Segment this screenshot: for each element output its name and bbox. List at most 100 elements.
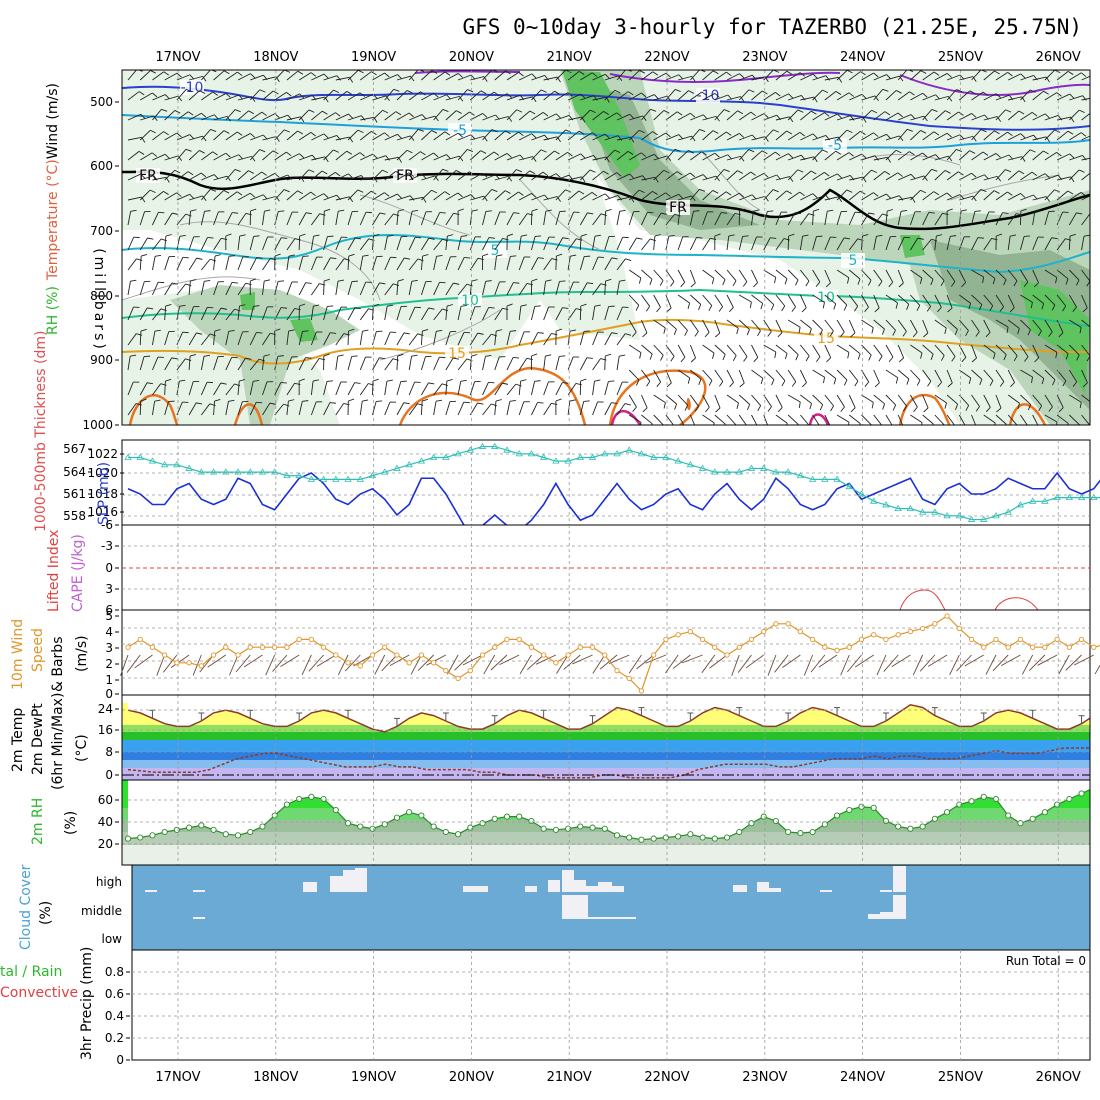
wind-barb-flag — [569, 329, 577, 332]
wind-barb-flag — [323, 73, 329, 79]
wind-barb-flag — [994, 130, 1000, 135]
wind-barb — [885, 369, 898, 379]
date-label-top: 17NOV — [155, 50, 200, 65]
wind-barb-flag — [649, 353, 653, 360]
wind-barb — [347, 211, 353, 226]
wind-10m-barbs — [120, 654, 1100, 676]
wind-barb — [836, 369, 848, 381]
wind-barb-flag — [1055, 277, 1058, 284]
rh-point — [503, 813, 511, 820]
wind-barb — [457, 149, 468, 161]
wind-barb — [1032, 294, 1044, 304]
wind-barb — [628, 369, 640, 381]
wind-barb-flag — [784, 278, 788, 285]
wind-barb — [1032, 113, 1046, 121]
wind-barb — [396, 90, 408, 101]
wind-barb — [885, 112, 899, 121]
wind-barb — [201, 91, 214, 101]
wind-barb — [738, 171, 751, 181]
wind-barb — [616, 136, 631, 141]
cloud-row-middle: middle — [81, 904, 122, 918]
wind-barb — [946, 134, 961, 141]
wind-barb — [201, 174, 215, 181]
wind-barb-flag — [603, 110, 609, 115]
isotherm-25-blob — [686, 398, 691, 410]
wind-barb-flag — [505, 70, 511, 75]
wind-barb — [1094, 211, 1095, 225]
wind-barb — [1081, 294, 1088, 308]
wind-barb-flag — [830, 405, 835, 412]
rh-point — [699, 834, 706, 841]
wind-barb-flag — [996, 233, 1003, 237]
wind-barb-flag — [1069, 153, 1075, 159]
wind-barb-flag — [305, 357, 312, 359]
wind-barb — [934, 414, 945, 425]
wind-barb — [592, 256, 599, 271]
wind-barb — [188, 306, 194, 321]
wind-barb-flag — [802, 234, 809, 237]
wind-barb — [457, 257, 465, 271]
wind-speed-point — [296, 636, 302, 643]
wind-barb-flag — [559, 280, 566, 282]
wind-speed-point — [944, 613, 950, 619]
thickness-marker — [405, 461, 413, 468]
wind-barb — [946, 344, 956, 357]
wind-barb-flag — [203, 354, 211, 357]
wind-barb — [751, 369, 764, 379]
wind-barb-flag — [482, 172, 488, 178]
wind-barb — [934, 192, 948, 201]
wind-barb — [1069, 394, 1082, 403]
wind-barb-flag — [737, 170, 743, 174]
bottom-date-axis: 17NOV 18NOV 19NOV 20NOV 21NOV 22NOV 23NOV 24NOV… — [155, 1070, 1080, 1085]
wind-barb-flag — [456, 110, 462, 114]
wind-barb — [702, 211, 708, 226]
wind-barb-flag — [1090, 329, 1092, 335]
wind-barb — [335, 258, 345, 271]
wind-barb — [359, 383, 369, 396]
thickness-marker — [833, 475, 841, 482]
wind-barb — [946, 369, 953, 384]
wind-10m-barb — [883, 654, 899, 672]
contour-label-bg — [841, 253, 865, 268]
wind-barb — [946, 149, 957, 161]
wind-barb — [335, 281, 339, 296]
wind-barb — [604, 257, 613, 271]
wind-barb-flag — [739, 133, 745, 138]
wind-barb — [384, 111, 397, 121]
wind-barb — [201, 258, 211, 271]
wind-barb — [249, 306, 254, 321]
wind-barb — [506, 109, 517, 121]
wind-barb-flag — [815, 356, 821, 362]
wind-barb — [494, 93, 508, 101]
tick-label: -6 — [101, 518, 113, 532]
wind-barb-flag — [608, 380, 615, 382]
wind-barb — [530, 236, 536, 251]
wind-barb-flag — [670, 356, 675, 362]
wind-barb — [323, 112, 336, 121]
wind-barb — [445, 170, 457, 181]
wind-barb-flag — [471, 354, 478, 357]
wind-barb-flag — [382, 169, 389, 174]
cloud-block — [562, 870, 574, 892]
wind-barb — [213, 307, 222, 321]
wind-barb — [237, 381, 240, 396]
cloud-block — [193, 890, 205, 892]
wind-barb — [1007, 236, 1011, 251]
tick-label: 0 — [105, 768, 113, 782]
wind-barb — [494, 356, 500, 371]
wind-barb — [616, 333, 626, 346]
wind-barb — [359, 238, 370, 251]
wind-barb-flag — [542, 171, 549, 177]
thickness-marker — [980, 515, 988, 522]
wind-barb — [433, 256, 437, 271]
wind-barb-flag — [434, 115, 439, 122]
wind-barb — [567, 190, 580, 201]
wind-barb-flag — [1094, 74, 1098, 78]
wind-barb-flag — [923, 332, 929, 338]
wind-barb-flag — [629, 173, 635, 179]
wind-barb — [604, 306, 610, 321]
wind-barb — [702, 344, 715, 354]
wind-barb — [200, 382, 208, 396]
wind-barb — [983, 414, 996, 424]
wind-barb — [200, 307, 208, 321]
